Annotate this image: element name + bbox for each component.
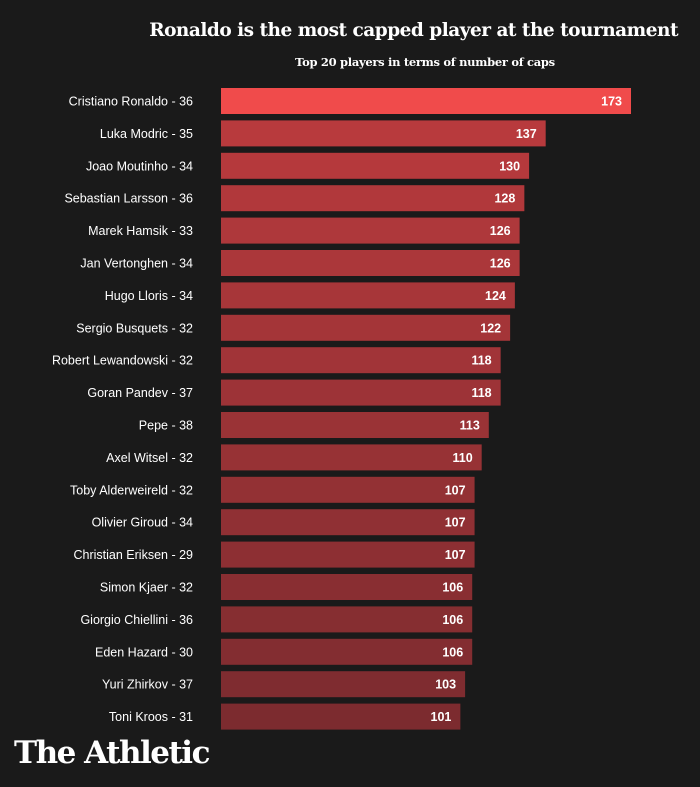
- bar: [221, 574, 473, 600]
- bar: [221, 314, 511, 341]
- bar: [221, 703, 461, 730]
- category-label: Sergio Busquets - 32: [76, 321, 193, 335]
- bar: [221, 606, 473, 633]
- category-label: Simon Kjaer - 32: [100, 581, 193, 595]
- category-label: Toby Alderweireld - 32: [70, 483, 193, 497]
- data-label: 126: [490, 257, 511, 271]
- category-label: Sebastian Larsson - 36: [64, 192, 193, 206]
- bar: [221, 638, 473, 665]
- data-label: 106: [442, 581, 463, 595]
- category-label: Pepe - 38: [139, 419, 193, 433]
- data-label: 173: [601, 95, 622, 109]
- bar: [221, 282, 515, 309]
- bar: [221, 541, 475, 568]
- category-label: Olivier Giroud - 34: [92, 516, 193, 530]
- bar: [221, 250, 520, 276]
- bar: [221, 185, 525, 212]
- category-label: Cristiano Ronaldo - 36: [69, 95, 193, 109]
- bar: [221, 379, 501, 406]
- chart-title: Ronaldo is the most capped player at the…: [149, 20, 678, 41]
- data-label: 107: [445, 548, 466, 562]
- the-athletic-logo: The Athletic: [14, 735, 210, 771]
- category-label: Christian Eriksen - 29: [74, 548, 194, 562]
- data-label: 106: [442, 645, 463, 659]
- bar: [221, 476, 475, 503]
- bar: [221, 120, 546, 147]
- data-label: 106: [442, 613, 463, 627]
- bar: [221, 152, 530, 179]
- data-label: 124: [485, 289, 506, 303]
- data-label: 113: [460, 419, 480, 433]
- category-label: Toni Kroos - 31: [109, 710, 193, 724]
- data-label: 126: [490, 224, 511, 238]
- bar: [221, 88, 631, 114]
- data-label: 103: [435, 678, 456, 692]
- data-label: 118: [471, 386, 491, 400]
- bar: [221, 412, 489, 438]
- data-label: 128: [494, 192, 515, 206]
- data-label: 107: [445, 483, 466, 497]
- category-label: Yuri Zhirkov - 37: [102, 678, 193, 692]
- category-label: Luka Modric - 35: [100, 127, 193, 141]
- bar: [221, 217, 520, 244]
- category-label: Giorgio Chiellini - 36: [80, 613, 193, 627]
- bar: [221, 509, 475, 536]
- category-label: Eden Hazard - 30: [95, 645, 193, 659]
- data-label: 101: [431, 710, 452, 724]
- category-label: Joao Moutinho - 34: [86, 159, 193, 173]
- data-label: 122: [480, 321, 501, 335]
- bar: [221, 444, 482, 471]
- category-label: Axel Witsel - 32: [106, 451, 193, 465]
- category-label: Robert Lewandowski - 32: [52, 354, 193, 368]
- category-label: Marek Hamsik - 33: [88, 224, 193, 238]
- data-label: 137: [516, 127, 537, 141]
- data-label: 118: [471, 354, 491, 368]
- bar: [221, 671, 466, 698]
- data-label: 110: [453, 451, 473, 465]
- category-label: Goran Pandev - 37: [87, 386, 193, 400]
- category-label: Jan Vertonghen - 34: [80, 257, 193, 271]
- bar: [221, 347, 501, 374]
- category-label: Hugo Lloris - 34: [105, 289, 193, 303]
- chart-subtitle: Top 20 players in terms of number of cap…: [295, 55, 555, 69]
- data-label: 107: [445, 516, 466, 530]
- data-label: 130: [499, 159, 520, 173]
